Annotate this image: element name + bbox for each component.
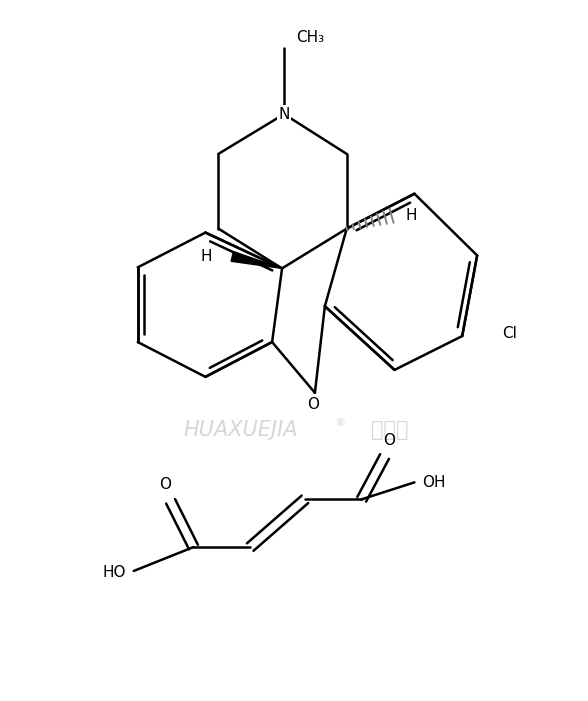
Text: O: O: [159, 477, 172, 492]
Text: HUAXUEJIA: HUAXUEJIA: [183, 420, 298, 440]
Text: O: O: [307, 397, 319, 412]
Text: ®: ®: [335, 418, 345, 428]
Text: H: H: [406, 208, 417, 223]
Text: Cl: Cl: [502, 325, 517, 341]
Text: OH: OH: [422, 475, 446, 490]
Polygon shape: [231, 252, 282, 268]
Text: O: O: [383, 433, 396, 447]
Text: HO: HO: [102, 566, 126, 580]
Text: CH₃: CH₃: [296, 30, 324, 46]
Text: 化学加: 化学加: [371, 420, 408, 440]
Text: N: N: [278, 107, 290, 121]
Text: H: H: [201, 249, 212, 264]
